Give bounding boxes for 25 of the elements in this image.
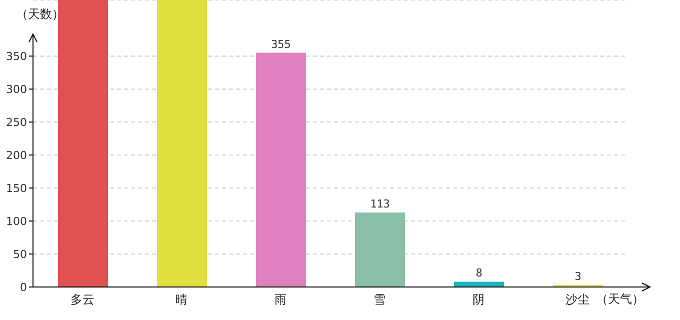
- x-tick-label: 雨: [274, 292, 286, 307]
- x-tick-label: 雪: [374, 292, 386, 307]
- y-tick-label: 50: [13, 248, 27, 261]
- y-tick-label: 150: [6, 182, 27, 195]
- data-label: 8: [476, 266, 482, 280]
- x-tick-label: 沙尘: [566, 292, 590, 307]
- y-tick-label: 0: [20, 280, 27, 294]
- y-axis-title: （天数）: [16, 6, 64, 23]
- bar: [355, 212, 405, 287]
- x-tick-label: 多云: [70, 292, 94, 307]
- y-tick-label: 300: [6, 82, 27, 96]
- bar: [256, 52, 306, 287]
- data-label: 3: [574, 270, 582, 284]
- x-tick-label: 阴: [472, 292, 484, 307]
- y-tick-label: 100: [6, 214, 27, 228]
- bar: [157, 0, 207, 287]
- bar: [58, 0, 108, 287]
- y-tick-label: 250: [6, 116, 27, 129]
- y-tick-label: 200: [6, 148, 27, 162]
- x-axis-title: （天气）: [596, 291, 644, 308]
- data-label: 355: [271, 38, 291, 51]
- data-label: 113: [370, 197, 390, 210]
- y-tick-label: 350: [6, 50, 27, 63]
- x-tick-label: 晴: [176, 292, 188, 307]
- bar: [454, 282, 504, 287]
